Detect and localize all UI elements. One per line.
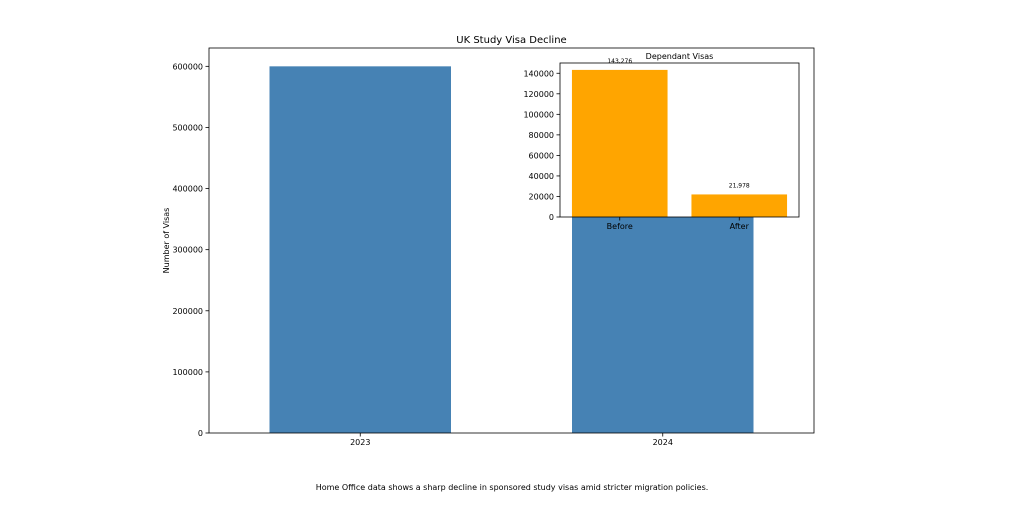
inset-ytick-label: 40000 — [529, 172, 554, 181]
inset-xtick-label: Before — [607, 222, 633, 231]
inset-data-label-before: 143,276 — [607, 58, 632, 65]
inset-title: Dependant Visas — [646, 52, 714, 61]
inset-ytick-label: 20000 — [529, 192, 554, 201]
inset-ytick-label: 140000 — [523, 69, 554, 78]
inset-axes-frame — [559, 62, 800, 218]
inset-xtick-label: After — [730, 222, 750, 231]
inset-ytick-label: 60000 — [529, 151, 554, 160]
main-ytick-label: 100000 — [172, 368, 203, 377]
inset-data-label-after: 21,978 — [729, 182, 750, 189]
main-ytick-label: 0 — [198, 429, 203, 438]
inset-ytick-label: 0 — [549, 213, 554, 222]
main-ytick-label: 400000 — [172, 185, 203, 194]
figure-caption: Home Office data shows a sharp decline i… — [315, 483, 709, 492]
main-ytick-label: 300000 — [172, 246, 203, 255]
main-xtick-label: 2023 — [350, 438, 370, 447]
main-ytick-label: 500000 — [172, 123, 203, 132]
main-ylabel: Number of Visas — [162, 208, 171, 274]
inset-ytick-label: 80000 — [529, 131, 554, 140]
main-ytick-label: 600000 — [172, 62, 203, 71]
inset-ytick-label: 100000 — [523, 110, 554, 119]
inset-bar-before — [571, 69, 668, 217]
main-title: UK Study Visa Decline — [456, 35, 566, 46]
main-bar-2023 — [269, 66, 451, 433]
inset-ytick-label: 120000 — [523, 90, 554, 99]
main-axes-frame — [208, 47, 815, 434]
inset-bar-after — [691, 194, 788, 217]
main-ytick-label: 200000 — [172, 307, 203, 316]
main-xtick-label: 2024 — [653, 438, 673, 447]
